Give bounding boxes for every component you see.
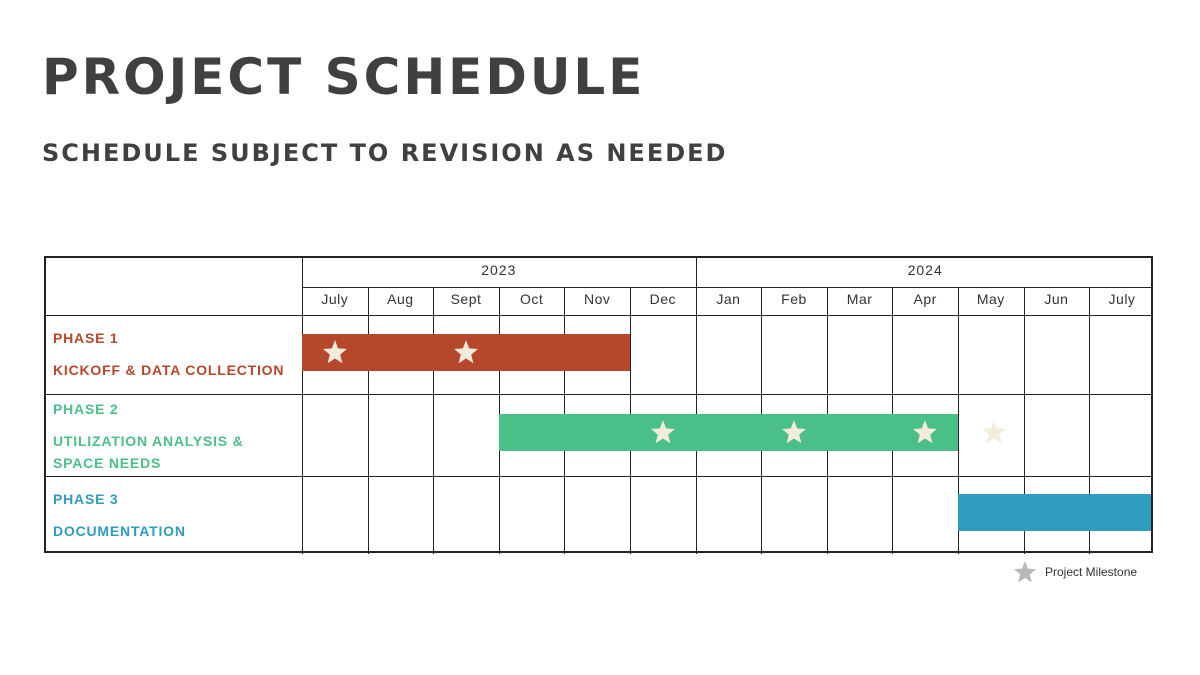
year-label: 2023: [481, 262, 517, 278]
page-subtitle: SCHEDULE SUBJECT TO REVISION AS NEEDED: [42, 139, 728, 167]
month-label: Mar: [846, 291, 873, 307]
year-label: 2024: [907, 262, 943, 278]
month-label: Oct: [519, 291, 544, 307]
milestone-star-icon: [982, 420, 1006, 444]
milestone-star-icon: [454, 340, 478, 364]
month-grid-line: [433, 287, 435, 554]
year-divider: [695, 258, 697, 287]
month-grid-line: [367, 287, 369, 554]
phase-number-label: PHASE 1: [53, 330, 119, 346]
month-label: Jan: [716, 291, 741, 307]
month-label: Jun: [1044, 291, 1069, 307]
legend-label: Project Milestone: [1045, 565, 1138, 579]
month-label: Aug: [387, 291, 414, 307]
month-label: Feb: [781, 291, 807, 307]
legend: Project Milestone: [1013, 560, 1137, 584]
month-label: Sept: [450, 291, 482, 307]
month-label: July: [321, 291, 349, 307]
month-label: May: [976, 291, 1005, 307]
milestone-star-icon: [913, 420, 938, 444]
gantt-chart: 2023 2024 July Aug Sept Oct Nov Dec Jan Feb Mar Apr…: [44, 256, 1153, 554]
page-title: PROJECT SCHEDULE: [42, 48, 646, 106]
month-label: Dec: [649, 291, 676, 307]
year-row-line: [302, 287, 1151, 288]
phase-row-line: [46, 394, 1151, 395]
month-grid-line: [958, 287, 959, 554]
phase-row-line: [46, 476, 1151, 477]
month-label: July: [1108, 291, 1136, 307]
star-icon: [1014, 561, 1036, 583]
milestone-star-icon: [782, 420, 806, 444]
phase-name-label: UTILIZATION ANALYSIS &: [53, 433, 244, 449]
phase-name-label: DOCUMENTATION: [53, 523, 186, 539]
month-grid-line: [1023, 287, 1025, 554]
milestone-star-icon: [322, 340, 347, 364]
header-bottom-line: [46, 315, 1151, 316]
phase-number-label: PHASE 3: [53, 491, 119, 507]
label-column-divider: [302, 258, 303, 554]
phase-bar: [498, 414, 958, 451]
phase-name-label: KICKOFF & DATA COLLECTION: [53, 362, 285, 378]
milestone-star-icon: [650, 420, 675, 444]
phase-name-label: SPACE NEEDS: [53, 455, 162, 471]
month-label: Nov: [583, 291, 611, 307]
month-label: Apr: [913, 291, 937, 307]
phase-number-label: PHASE 2: [53, 401, 119, 417]
phase-bar: [958, 494, 1151, 531]
month-grid-line: [1089, 287, 1091, 554]
